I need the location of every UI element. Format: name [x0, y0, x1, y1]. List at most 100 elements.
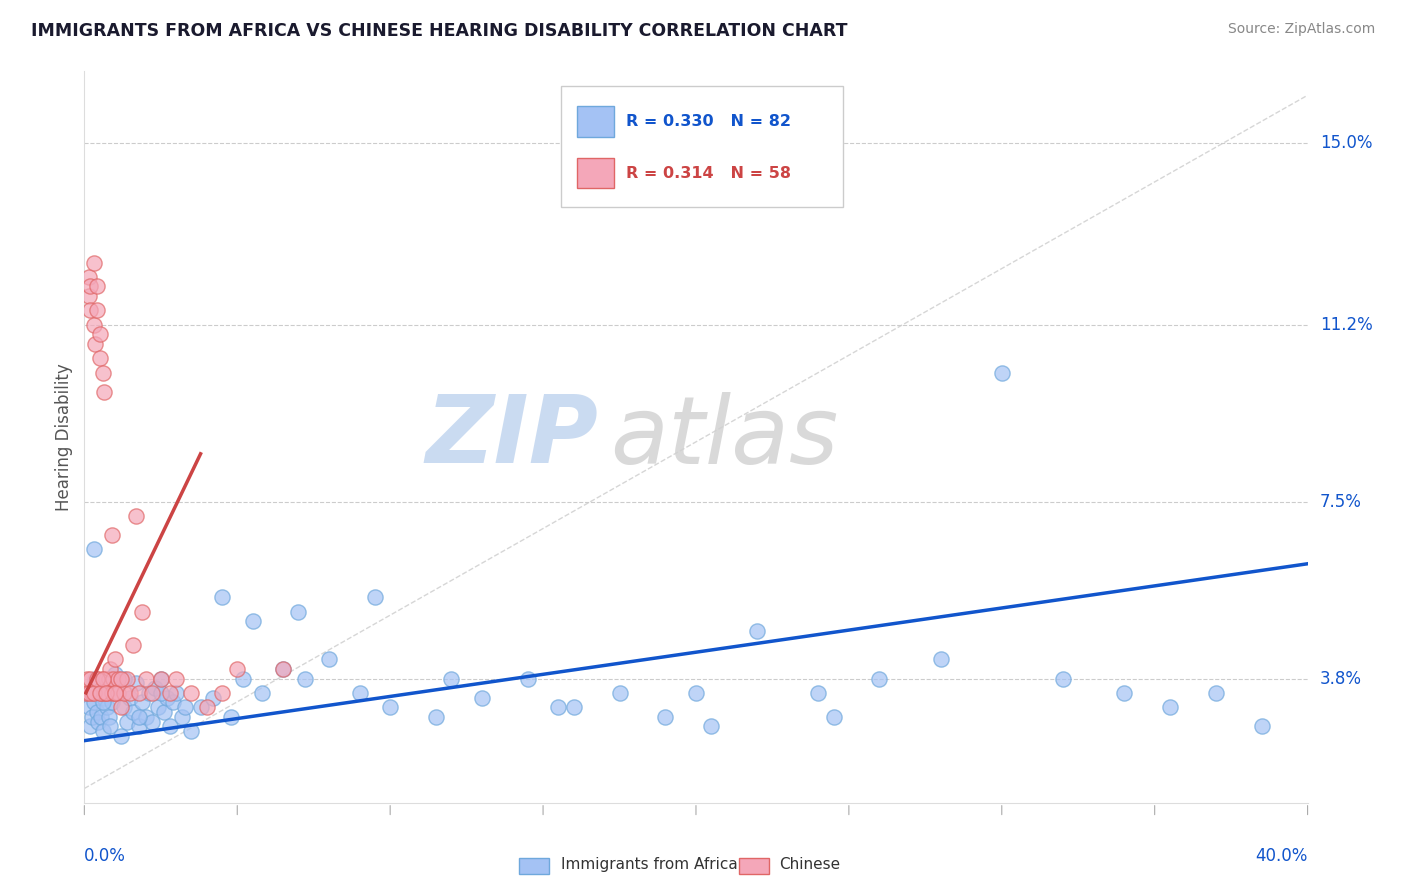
Point [242, 614, 264, 628]
Point [91, 366, 114, 380]
Point [87, 714, 110, 729]
Point [294, 672, 316, 686]
Point [91, 695, 114, 709]
Point [86, 279, 108, 293]
Point [807, 686, 830, 700]
Point [86, 303, 108, 318]
Point [77, 269, 100, 284]
Point [94, 681, 117, 695]
Point [110, 672, 132, 686]
Point [146, 700, 169, 714]
Point [318, 652, 340, 666]
Point [75, 686, 97, 700]
Point [97, 710, 120, 724]
Point [97, 672, 120, 686]
Point [98, 662, 121, 676]
Text: 11.2%: 11.2% [1320, 316, 1372, 334]
Point [138, 686, 160, 700]
Point [471, 690, 494, 705]
Point [165, 686, 187, 700]
Point [219, 710, 242, 724]
Text: R = 0.330   N = 82: R = 0.330 N = 82 [626, 114, 792, 129]
Text: Chinese: Chinese [779, 857, 841, 872]
Point [104, 652, 127, 666]
Point [79, 672, 101, 686]
Point [226, 662, 249, 676]
Point [103, 676, 125, 690]
Text: 7.5%: 7.5% [1320, 492, 1361, 510]
Point [211, 591, 233, 605]
Point [79, 279, 101, 293]
Point [349, 686, 371, 700]
Point [89, 686, 111, 700]
Point [1052, 672, 1074, 686]
Point [84, 672, 107, 686]
Point [115, 714, 138, 729]
Point [747, 624, 769, 638]
Point [135, 672, 157, 686]
Point [80, 710, 103, 724]
Point [89, 327, 111, 342]
Point [700, 719, 723, 733]
Text: Immigrants from Africa: Immigrants from Africa [561, 857, 738, 872]
Point [153, 705, 176, 719]
Point [125, 676, 148, 690]
Point [96, 700, 118, 714]
Point [83, 318, 105, 332]
Point [112, 700, 135, 714]
Point [149, 686, 172, 700]
Point [107, 686, 129, 700]
Point [76, 686, 98, 700]
Text: 0.0%: 0.0% [84, 847, 127, 864]
Text: atlas: atlas [610, 392, 838, 483]
Text: 15.0%: 15.0% [1320, 134, 1372, 152]
Point [112, 672, 135, 686]
Point [128, 710, 150, 724]
Point [143, 681, 166, 695]
Point [93, 686, 115, 700]
Text: IMMIGRANTS FROM AFRICA VS CHINESE HEARING DISABILITY CORRELATION CHART: IMMIGRANTS FROM AFRICA VS CHINESE HEARIN… [31, 22, 848, 40]
Point [162, 695, 184, 709]
Point [83, 255, 105, 269]
Point [149, 672, 172, 686]
Y-axis label: Hearing Disability: Hearing Disability [55, 363, 73, 511]
Text: ZIP: ZIP [425, 391, 598, 483]
Point [110, 729, 132, 743]
Point [149, 672, 172, 686]
Point [83, 695, 105, 709]
Point [380, 700, 402, 714]
Point [287, 605, 309, 619]
Point [83, 542, 105, 557]
Point [929, 652, 952, 666]
Point [156, 690, 179, 705]
FancyBboxPatch shape [561, 86, 842, 207]
Point [1250, 719, 1272, 733]
Point [91, 724, 114, 739]
Point [190, 700, 212, 714]
Point [1114, 686, 1136, 700]
Point [91, 672, 114, 686]
FancyBboxPatch shape [519, 858, 550, 874]
Point [440, 672, 463, 686]
Point [79, 719, 101, 733]
Point [96, 686, 118, 700]
Point [135, 710, 157, 724]
Point [104, 686, 127, 700]
Point [122, 705, 145, 719]
Point [271, 662, 294, 676]
Point [104, 666, 127, 681]
Point [232, 672, 254, 686]
Point [180, 724, 202, 739]
Point [364, 591, 387, 605]
Point [84, 336, 107, 351]
Point [547, 700, 569, 714]
Point [101, 528, 124, 542]
FancyBboxPatch shape [578, 158, 614, 188]
Point [83, 686, 105, 700]
Point [120, 686, 142, 700]
Point [98, 719, 121, 733]
Point [107, 686, 129, 700]
Point [104, 686, 127, 700]
Point [76, 672, 98, 686]
Point [174, 700, 197, 714]
